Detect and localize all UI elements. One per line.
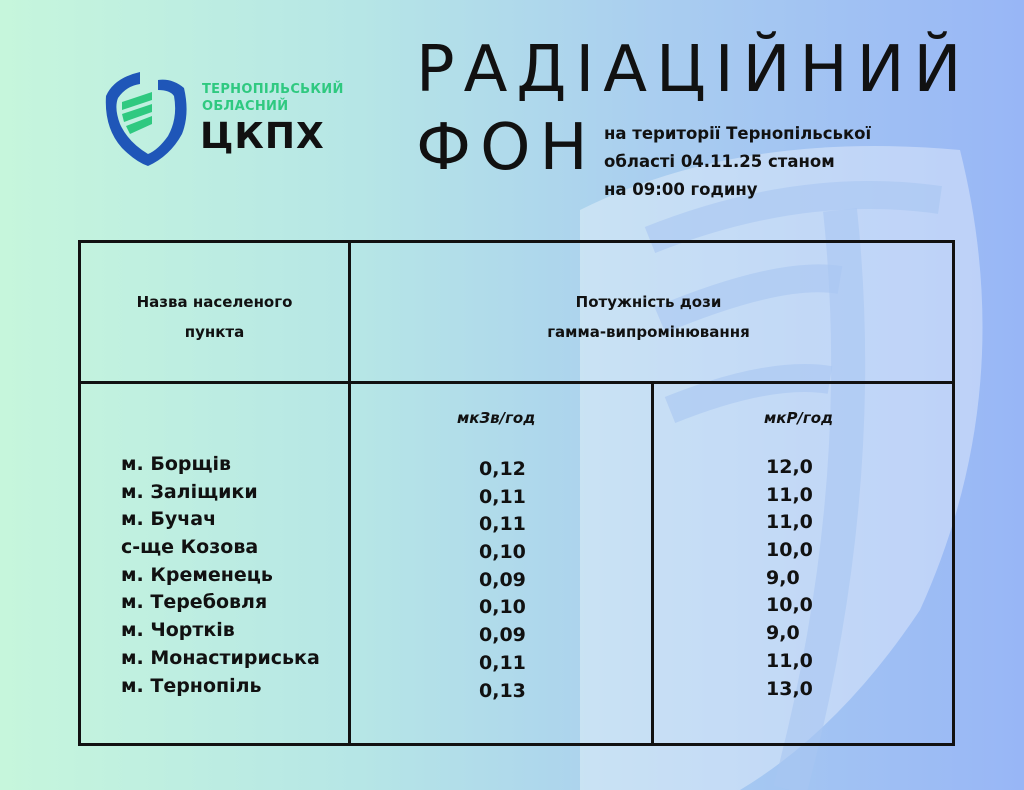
usv-value: 0,12 <box>479 458 526 480</box>
usv-value: 0,10 <box>479 596 526 619</box>
title-line1: РАДІАЦІЙНИЙ <box>416 33 971 107</box>
usv-value: 0,11 <box>479 485 526 508</box>
radiation-table: Назва населеного пункта Потужність дози … <box>78 240 955 746</box>
divider <box>348 243 351 743</box>
org-name-line2: ОБЛАСНИЙ <box>202 99 289 114</box>
usv-value: 0,09 <box>479 624 526 647</box>
ur-value: 13,0 <box>766 677 813 700</box>
usv-value: 0,09 <box>479 568 526 591</box>
place-name: м. Бучач <box>121 508 217 531</box>
ur-value: 9,0 <box>766 566 800 589</box>
ur-value: 10,0 <box>766 539 813 562</box>
usv-value: 0,11 <box>479 513 526 536</box>
unit-ur: мкР/год <box>764 409 834 427</box>
ur-value: 9,0 <box>766 622 800 645</box>
header-text: Потужність дози <box>575 293 722 311</box>
usv-column: 0,12 0,11 0,11 0,10 0,09 0,10 0,09 0,11 0,13 <box>479 458 526 707</box>
org-abbreviation: ЦКПХ <box>200 116 325 157</box>
place-name: м. Борщів <box>121 453 232 475</box>
ur-value: 10,0 <box>766 594 813 617</box>
ur-value: 11,0 <box>766 649 813 672</box>
place-name: м. Чортків <box>121 619 235 642</box>
title-line2: ФОН <box>416 111 597 185</box>
logo-shield-icon <box>105 72 187 166</box>
place-name: с-ще Козова <box>121 536 259 559</box>
subtitle-line: області 04.11.25 станом <box>604 152 835 171</box>
place-name: м. Монастириська <box>121 646 320 669</box>
ur-value: 11,0 <box>766 511 813 534</box>
ur-value: 12,0 <box>766 456 813 478</box>
header-text: пункта <box>184 323 245 341</box>
ur-value: 11,0 <box>766 483 813 506</box>
place-name: м. Кременець <box>121 563 273 586</box>
ur-column: 12,0 11,0 11,0 10,0 9,0 10,0 9,0 11,0 13,0 <box>766 456 813 705</box>
header-dose: Потужність дози гамма-випромінювання <box>351 287 946 347</box>
shield-watermark <box>580 146 983 790</box>
unit-usv: мкЗв/год <box>457 409 536 427</box>
place-name: м. Заліщики <box>121 480 258 503</box>
subtitle-line: на території Тернопільської <box>604 124 872 143</box>
place-name: м. Теребовля <box>121 591 268 614</box>
divider <box>81 381 952 384</box>
header-text: гамма-випромінювання <box>547 323 750 341</box>
usv-value: 0,13 <box>479 679 526 702</box>
subtitle-line: на 09:00 годину <box>604 180 758 199</box>
divider <box>651 383 654 743</box>
org-name-line1: ТЕРНОПІЛЬСЬКИЙ <box>202 82 344 97</box>
usv-value: 0,11 <box>479 651 526 674</box>
subtitle: на території Тернопільської області 04.1… <box>604 120 871 204</box>
place-name: м. Тернопіль <box>121 674 262 697</box>
usv-value: 0,10 <box>479 541 526 564</box>
places-column: м. Борщів м. Заліщики м. Бучач с-ще Козова м… <box>121 453 320 702</box>
header-text: Назва населеного <box>136 293 293 311</box>
header-place: Назва населеного пункта <box>81 287 348 347</box>
